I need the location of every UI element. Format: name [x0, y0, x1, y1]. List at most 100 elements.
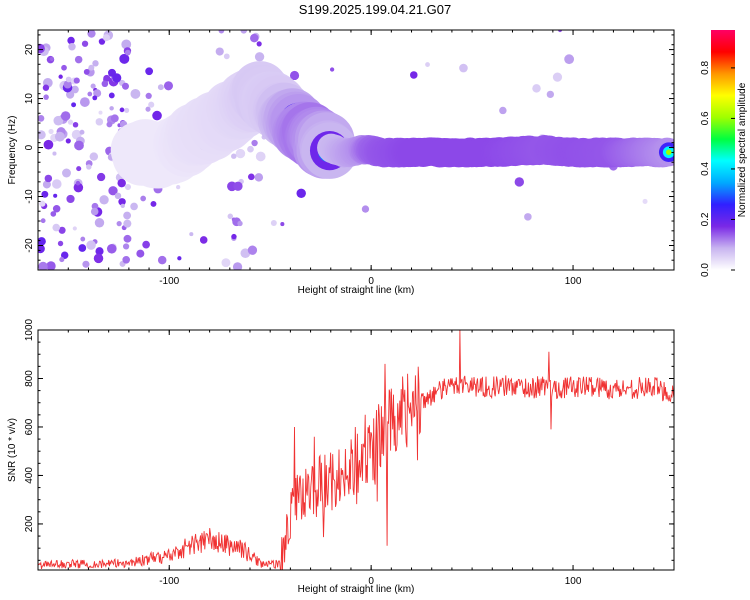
heatmap-noise-cell: [39, 200, 46, 207]
heatmap-noise-cell: [71, 102, 77, 108]
heatmap-noise-cell: [240, 30, 248, 34]
heatmap-noise-cell: [49, 56, 55, 61]
heatmap-noise-cell: [83, 69, 90, 75]
heatmap-noise-cell: [46, 261, 56, 270]
heatmap-noise-cell: [221, 258, 231, 268]
heatmap-noise-cell: [103, 74, 111, 82]
heatmap-noise-cell: [247, 145, 254, 153]
y-tick-label: -20: [24, 238, 35, 253]
heatmap-noise-cell: [66, 194, 75, 204]
spectrogram-frame: [37, 29, 675, 271]
heatmap-noise-cell: [140, 195, 147, 202]
heatmap-noise-cell: [52, 179, 62, 189]
heatmap-noise-cell: [66, 90, 75, 99]
heatmap-noise-cell: [43, 94, 49, 100]
heatmap-noise-cell: [233, 181, 243, 191]
heatmap-noise-cell: [123, 234, 132, 243]
y-tick-label: 200: [24, 515, 35, 532]
heatmap-noise-cell: [223, 53, 230, 60]
snr-frame: [37, 329, 675, 571]
heatmap-noise-cell: [106, 121, 113, 128]
colorbar-ticks: 0.0 0.2 0.4 0.6 0.8: [700, 61, 735, 277]
heatmap-noise-cell: [102, 34, 110, 42]
heatmap-noise-cell: [59, 257, 65, 263]
heatmap-noise-cell: [92, 60, 99, 67]
heatmap-noise-cell: [52, 204, 61, 213]
heatmap-noise-cell: [44, 174, 53, 183]
heatmap-noise-cell: [123, 243, 130, 250]
heatmap-noise-cell: [76, 166, 82, 172]
heatmap-noise-cell: [62, 168, 71, 178]
snr-ticks: -100 0 100 200 400 600 800 1000: [24, 318, 675, 587]
heatmap-noise-cell: [123, 219, 132, 228]
heatmap-noise-cell: [108, 92, 115, 99]
heatmap-noise-cell: [130, 88, 141, 99]
heatmap-noise-cell: [101, 80, 109, 88]
heatmap-noise-cell: [251, 139, 258, 147]
heatmap-noise-cell: [74, 55, 83, 64]
heatmap-noise-cell: [256, 41, 262, 47]
heatmap-noise-cell: [87, 91, 93, 97]
heatmap-noise-cell: [459, 63, 468, 73]
heatmap-noise-cell: [410, 71, 418, 79]
heatmap-noise-cell: [564, 54, 575, 65]
heatmap-noise-cell: [152, 110, 162, 121]
spectrogram-xlabel: Height of straight line (km): [298, 285, 415, 296]
heatmap-noise-cell: [254, 173, 264, 182]
heatmap-noise-cell: [532, 84, 541, 93]
heatmap-noise-cell: [86, 164, 92, 170]
colorbar-tick-label: 0.6: [700, 111, 711, 125]
colorbar-label: Normalized spectral amplitude: [737, 82, 748, 217]
heatmap-noise-cell: [88, 64, 95, 71]
heatmap-noise-cell: [270, 219, 277, 226]
snr-panel: -100 0 100 200 400 600 800 1000 Height of strai…: [7, 318, 675, 595]
heatmap-noise-cell: [38, 114, 45, 122]
heatmap-noise-cell: [122, 82, 129, 90]
heatmap-noise-cell: [95, 247, 104, 256]
heatmap-noise-cell: [99, 195, 109, 205]
y-tick-label: 0: [24, 144, 35, 150]
heatmap-noise-cell: [38, 237, 46, 246]
heatmap-noise-cell: [60, 251, 69, 259]
heatmap-noise-cell: [38, 244, 45, 254]
heatmap-noise-cell: [247, 173, 255, 181]
heatmap-noise-cell: [289, 70, 300, 81]
heatmap-noise-cell: [58, 226, 66, 234]
heatmap-noise-cell: [40, 218, 46, 224]
snr-ylabel: SNR (10 * v/v): [7, 418, 18, 482]
snr-xlabel: Height of straight line (km): [298, 584, 415, 595]
heatmap-noise-cell: [425, 62, 430, 67]
x-tick-label: 100: [565, 576, 582, 587]
heatmap-noise-cell: [177, 256, 182, 261]
heatmap-noise-cell: [163, 81, 174, 91]
heatmap-noise-cell: [231, 153, 237, 159]
heatmap-noise-cell: [546, 90, 555, 99]
heatmap-noise-cell: [329, 67, 335, 72]
heatmap-noise-cell: [150, 200, 157, 207]
y-tick-label: 20: [24, 44, 35, 56]
heatmap-noise-cell: [218, 30, 225, 34]
heatmap-noise-cell: [117, 178, 126, 188]
heatmap-noise-cell: [92, 95, 98, 101]
heatmap-noise-cell: [90, 207, 99, 216]
heatmap-noise-cell: [557, 30, 563, 33]
heatmap-noise-cell: [145, 106, 151, 112]
heatmap-noise-cell: [215, 47, 224, 56]
heatmap-noise-cell: [63, 80, 72, 89]
heatmap-noise-cell: [98, 110, 103, 115]
heatmap-noise-cell: [86, 240, 96, 250]
heatmap-noise-cell: [98, 38, 106, 45]
heatmap-noise-cell: [124, 49, 131, 56]
heatmap-noise-cell: [148, 101, 155, 108]
heatmap-noise-cell: [52, 151, 57, 156]
heatmap-noise-cell: [124, 107, 130, 113]
heatmap-noise-cell: [237, 220, 243, 227]
heatmap-noise-cell: [41, 190, 49, 198]
heatmap-noise-cell: [90, 83, 96, 89]
heatmap-ridge-cell: [666, 149, 672, 155]
heatmap-noise-cell: [116, 221, 122, 227]
x-tick-label: -100: [159, 276, 179, 287]
heatmap-noise-cell: [67, 36, 75, 45]
x-tick-label: 0: [368, 576, 374, 587]
